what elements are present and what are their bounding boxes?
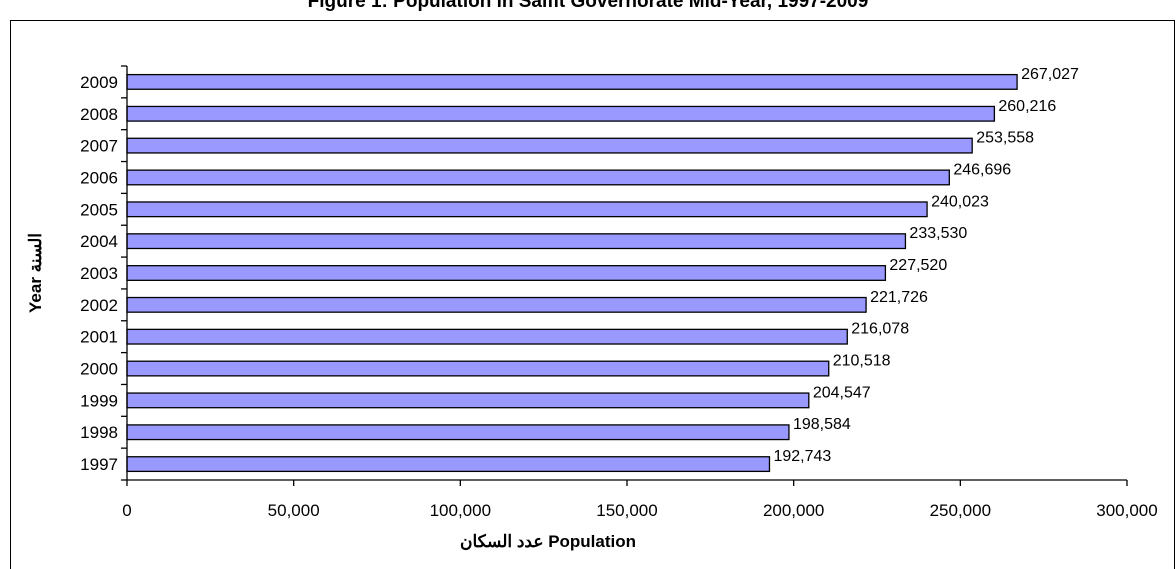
x-tick-label-100,000: 100,000	[430, 501, 491, 520]
data-label-2006: 246,696	[953, 161, 1011, 178]
x-tick-label-50,000: 50,000	[268, 501, 320, 520]
bar-2003	[126, 265, 887, 281]
bars-layer	[126, 73, 1018, 473]
x-axis-title: عدد السكان Population	[460, 532, 636, 551]
bar-1999	[126, 392, 810, 409]
bar-2000	[126, 360, 830, 377]
x-tick-label-250,000: 250,000	[930, 501, 991, 520]
bar-2001	[126, 328, 848, 345]
data-label-2009: 267,027	[1021, 66, 1079, 83]
y-axis-title: Year السنة	[26, 233, 45, 313]
data-label-2004: 233,530	[909, 225, 967, 242]
x-tick-label-0: 0	[122, 501, 131, 520]
data-label-2001: 216,078	[851, 321, 909, 338]
category-label-2002: 2002	[80, 296, 118, 315]
data-label-2007: 253,558	[976, 130, 1034, 147]
x-tick-label-300,000: 300,000	[1096, 501, 1157, 520]
data-label-2008: 260,216	[998, 98, 1056, 115]
bar-2004	[126, 233, 907, 250]
bar-2008	[126, 105, 996, 122]
bar-2007	[126, 137, 973, 154]
bar-2005	[126, 201, 928, 218]
category-label-2005: 2005	[80, 200, 118, 219]
category-label-2006: 2006	[80, 168, 118, 187]
chart-title: Figure 1: Population in Salfit Governora…	[307, 0, 869, 12]
bar-2002	[126, 296, 867, 313]
data-label-2002: 221,726	[870, 289, 928, 306]
data-label-1999: 204,547	[813, 384, 871, 401]
data-label-1997: 192,743	[773, 448, 831, 465]
x-tick-label-200,000: 200,000	[763, 501, 824, 520]
category-label-2008: 2008	[80, 105, 118, 124]
data-label-2003: 227,520	[889, 257, 947, 274]
data-label-2005: 240,023	[931, 193, 989, 210]
category-label-2001: 2001	[80, 328, 118, 347]
category-label-2009: 2009	[80, 73, 118, 92]
x-tick-label-150,000: 150,000	[596, 501, 657, 520]
category-label-1998: 1998	[80, 423, 118, 442]
category-label-1999: 1999	[80, 391, 118, 410]
axes-layer	[121, 65, 1128, 486]
category-label-2000: 2000	[80, 360, 118, 379]
bar-1998	[126, 424, 790, 441]
category-label-2003: 2003	[80, 264, 118, 283]
category-label-2007: 2007	[80, 137, 118, 156]
data-label-2000: 210,518	[833, 353, 891, 370]
category-label-1997: 1997	[80, 455, 118, 474]
category-label-2004: 2004	[80, 232, 118, 251]
bar-2006	[126, 169, 950, 186]
bar-1997	[126, 456, 771, 473]
chart-frame	[10, 20, 1175, 569]
labels-layer: 1997 192,743 1998 198,584 1999 204,547 2000 210…	[80, 66, 1158, 520]
data-label-1998: 198,584	[793, 416, 851, 433]
bar-2009	[126, 73, 1018, 90]
